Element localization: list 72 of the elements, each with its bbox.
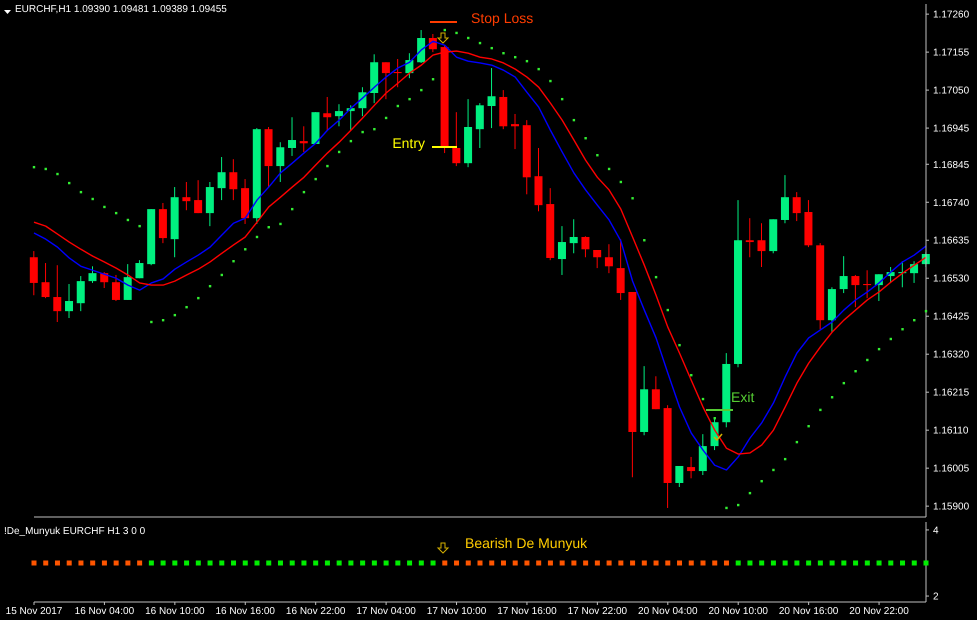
- y-tick-label: 1.16845: [933, 160, 970, 171]
- y-tick-label: 1.16005: [933, 464, 970, 475]
- candlestick: [288, 116, 296, 156]
- candlestick: [276, 142, 284, 182]
- y-tick-label: 1.15900: [933, 502, 970, 513]
- candlestick: [488, 68, 496, 129]
- candlestick: [53, 264, 62, 322]
- candlestick: [570, 218, 578, 254]
- candlestick: [112, 274, 120, 302]
- y-tick-label: 1.17050: [933, 86, 970, 97]
- candlestick: [581, 236, 590, 258]
- candlestick: [604, 244, 613, 274]
- y-tick-label: 1.17155: [933, 48, 970, 59]
- candlestick: [182, 181, 190, 211]
- candlestick: [42, 262, 50, 299]
- annotation: Entry: [392, 135, 425, 151]
- x-tick-label: 20 Nov 16:00: [778, 606, 839, 617]
- candlestick: [300, 126, 308, 152]
- x-tick-label: 20 Nov 10:00: [708, 606, 768, 617]
- candlestick: [218, 156, 226, 201]
- annotation: Stop Loss: [471, 10, 534, 26]
- x-tick-label: 16 Nov 22:00: [286, 606, 346, 617]
- y-tick-label: 1.17260: [933, 10, 970, 21]
- candlestick: [840, 256, 848, 294]
- candlestick: [124, 264, 132, 300]
- candlestick: [229, 158, 238, 201]
- candlestick: [65, 284, 74, 319]
- y-tick-label: 2: [933, 592, 939, 603]
- candlestick: [394, 58, 402, 88]
- candlestick: [792, 192, 801, 222]
- candlestick: [652, 376, 660, 410]
- y-tick-label: 1.16635: [933, 236, 970, 247]
- y-tick-label: 1.16530: [933, 274, 970, 285]
- x-tick-label: 17 Nov 22:00: [568, 606, 628, 617]
- candlestick: [334, 104, 343, 127]
- annotation: Exit: [731, 389, 754, 405]
- y-tick-label: 1.16945: [933, 124, 970, 135]
- candlestick: [746, 218, 754, 258]
- candlestick: [88, 266, 96, 284]
- y-tick-label: 1.16740: [933, 198, 970, 209]
- candlestick: [382, 62, 390, 100]
- y-tick-label: 1.16320: [933, 350, 970, 361]
- chart-title: EURCHF,H1 1.09390 1.09481 1.09389 1.09455: [15, 4, 227, 15]
- candlestick: [194, 180, 202, 214]
- y-tick-label: 1.16425: [933, 312, 970, 323]
- candlestick: [780, 174, 789, 224]
- y-tick-label: 4: [933, 525, 939, 536]
- x-tick-label: 17 Nov 10:00: [426, 606, 487, 617]
- candlestick: [675, 465, 684, 488]
- candlestick: [687, 456, 696, 479]
- x-tick-label: 16 Nov 10:00: [145, 606, 206, 617]
- y-tick-label: 1.16215: [933, 388, 970, 399]
- candlestick: [76, 276, 85, 312]
- candlestick: [863, 270, 872, 299]
- candlestick: [511, 113, 520, 150]
- candlestick: [757, 222, 766, 268]
- candlestick: [452, 112, 460, 167]
- candlestick: [558, 226, 566, 276]
- x-tick-label: 16 Nov 16:00: [216, 606, 276, 617]
- annotation: Bearish De Munyuk: [465, 535, 588, 551]
- x-tick-label: 16 Nov 04:00: [74, 606, 135, 617]
- candlestick: [851, 274, 860, 308]
- y-tick-label: 1.16110: [933, 426, 969, 437]
- x-tick-label: 17 Nov 04:00: [356, 606, 416, 617]
- x-tick-label: 20 Nov 22:00: [849, 606, 910, 617]
- x-tick-label: 20 Nov 04:00: [638, 606, 698, 617]
- candlestick: [135, 260, 144, 279]
- candlestick: [593, 250, 602, 269]
- chart-title: !De_Munyuk EURCHF H1 3 0 0: [4, 526, 146, 537]
- x-tick-label: 15 Nov 2017: [6, 606, 63, 617]
- x-tick-label: 17 Nov 16:00: [497, 606, 558, 617]
- candlestick: [476, 102, 484, 148]
